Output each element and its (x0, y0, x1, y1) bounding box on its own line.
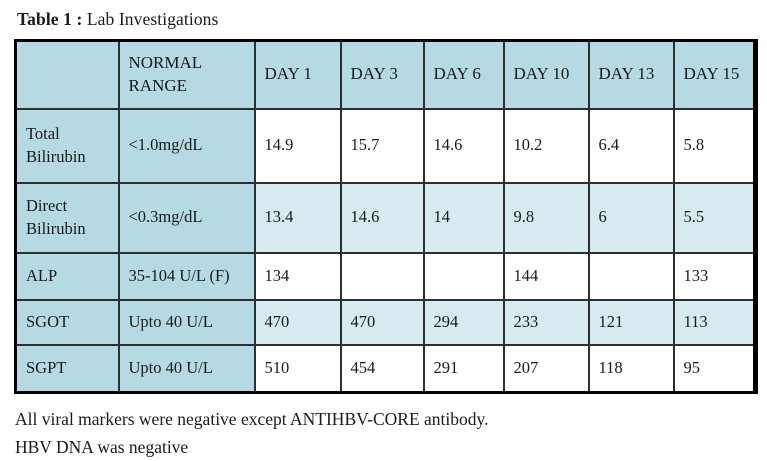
row-label-cell: Direct Bilirubin (14, 181, 120, 254)
table-title-text: Lab Investigations (82, 9, 219, 29)
table-row-direct-bilirubin: Direct Bilirubin <0.3mg/dL 13.4 14.6 14 … (14, 181, 757, 254)
value-cell: 207 (502, 343, 590, 394)
value-cell: 14.9 (253, 107, 342, 184)
table-row-sgot: SGOT Upto 40 U/L 470 470 294 233 121 113 (14, 298, 757, 346)
header-row: NORMAL RANGE DAY 1 DAY 3 DAY 6 DAY 10 DA… (14, 39, 757, 110)
footnote-viral-markers: All viral markers were negative except A… (15, 409, 489, 429)
value-cell: 510 (253, 343, 342, 394)
value-cell (422, 251, 505, 301)
value-cell: 10.2 (502, 107, 590, 184)
value-cell: 454 (339, 343, 425, 394)
value-cell: 470 (253, 298, 342, 346)
table-footnotes: All viral markers were negative except A… (15, 405, 767, 461)
value-cell: 95 (672, 343, 757, 394)
normal-range-cell: <1.0mg/dL (117, 107, 256, 184)
footnote-hbv-dna: HBV DNA was negative (15, 437, 189, 457)
value-cell: 121 (587, 298, 675, 346)
value-cell: 294 (422, 298, 505, 346)
value-cell: 15.7 (339, 107, 425, 184)
value-cell: 113 (672, 298, 757, 346)
value-cell: 6 (587, 181, 675, 254)
value-cell: 134 (253, 251, 342, 301)
value-cell: 14.6 (422, 107, 505, 184)
column-header-day-15: DAY 15 (672, 39, 757, 110)
column-header-day-6: DAY 6 (422, 39, 505, 110)
row-label-cell: ALP (14, 251, 120, 301)
value-cell: 144 (502, 251, 590, 301)
value-cell: 233 (502, 298, 590, 346)
value-cell: 118 (587, 343, 675, 394)
row-label-cell: SGPT (14, 343, 120, 394)
row-label-cell: SGOT (14, 298, 120, 346)
normal-range-cell: <0.3mg/dL (117, 181, 256, 254)
column-header-normal-range: NORMAL RANGE (117, 39, 256, 110)
table-title: Table 1 : Lab Investigations (17, 9, 767, 30)
value-cell: 133 (672, 251, 757, 301)
row-label-cell: Total Bilirubin (14, 107, 120, 184)
value-cell: 13.4 (253, 181, 342, 254)
value-cell: 5.5 (672, 181, 757, 254)
column-header-day-3: DAY 3 (339, 39, 425, 110)
normal-range-cell: Upto 40 U/L (117, 298, 256, 346)
table-row-alp: ALP 35-104 U/L (F) 134 144 133 (14, 251, 757, 301)
corner-cell-empty (14, 39, 120, 110)
table-row-total-bilirubin: Total Bilirubin <1.0mg/dL 14.9 15.7 14.6… (14, 107, 757, 184)
lab-investigations-table: NORMAL RANGE DAY 1 DAY 3 DAY 6 DAY 10 DA… (14, 39, 758, 394)
column-header-day-10: DAY 10 (502, 39, 590, 110)
value-cell: 470 (339, 298, 425, 346)
value-cell (587, 251, 675, 301)
table-row-sgpt: SGPT Upto 40 U/L 510 454 291 207 118 95 (14, 343, 757, 394)
value-cell: 5.8 (672, 107, 757, 184)
value-cell: 291 (422, 343, 505, 394)
value-cell (339, 251, 425, 301)
column-header-day-13: DAY 13 (587, 39, 675, 110)
normal-range-cell: 35-104 U/L (F) (117, 251, 256, 301)
column-header-day-1: DAY 1 (253, 39, 342, 110)
value-cell: 6.4 (587, 107, 675, 184)
normal-range-cell: Upto 40 U/L (117, 343, 256, 394)
value-cell: 14.6 (339, 181, 425, 254)
table-title-number: Table 1 : (17, 9, 83, 29)
value-cell: 9.8 (502, 181, 590, 254)
value-cell: 14 (422, 181, 505, 254)
